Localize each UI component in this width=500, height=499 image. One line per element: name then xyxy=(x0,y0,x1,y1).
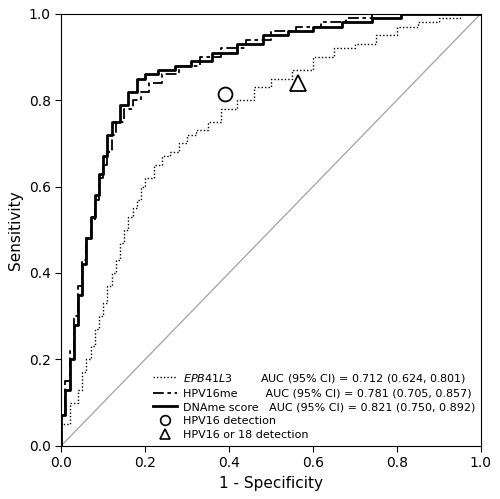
Legend: $\it{EPB41L3}$        AUC (95% CI) = 0.712 (0.624, 0.801), HPV16me        AUC (9: $\it{EPB41L3}$ AUC (95% CI) = 0.712 (0.6… xyxy=(150,369,477,442)
X-axis label: 1 - Specificity: 1 - Specificity xyxy=(219,476,323,491)
Y-axis label: Sensitivity: Sensitivity xyxy=(8,190,24,269)
